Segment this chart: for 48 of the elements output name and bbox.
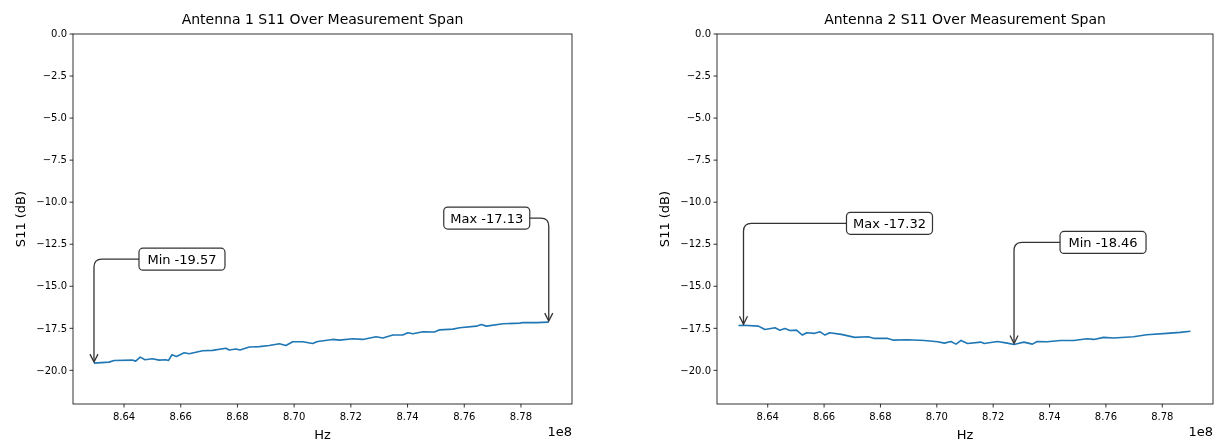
y-tick-label: −5.0	[686, 112, 711, 124]
y-tick-label: −17.5	[680, 322, 711, 334]
x-tick-label: 8.70	[283, 411, 306, 422]
annotation: Max -17.13	[450, 210, 524, 226]
line-series	[737, 324, 1192, 346]
text: 1e8	[1188, 424, 1213, 439]
x-tick-label: 8.64	[756, 411, 779, 422]
chart-title: Antenna 2 S11 Over Measurement Span	[824, 11, 1106, 27]
x-axis-title: Hz	[956, 427, 974, 442]
y-tick-label: 0.0	[51, 28, 67, 40]
annotation: Max -17.32	[853, 215, 926, 231]
x-tick-label: 8.76	[453, 411, 476, 422]
y-tick-label: −10.0	[680, 196, 711, 208]
x-tick-label: 8.68	[226, 411, 249, 422]
y-tick-label: −12.5	[36, 238, 67, 250]
line-series	[93, 321, 550, 364]
x-tick-label: 8.72	[339, 411, 362, 422]
x-tick-label: 8.74	[396, 411, 419, 422]
y-tick-label: −12.5	[680, 238, 711, 250]
y-tick-label: −17.5	[36, 322, 67, 334]
y-tick-label: −2.5	[42, 70, 67, 82]
y-tick-label: −7.5	[42, 154, 67, 166]
x-tick-label: 8.70	[925, 411, 948, 422]
text: 1e8	[547, 424, 572, 439]
y-tick-label: −20.0	[680, 364, 711, 376]
x-tick-label: 8.78	[509, 411, 533, 422]
annotation: Min -19.57	[147, 251, 217, 267]
y-tick-label: −15.0	[36, 280, 67, 292]
y-tick-label: −5.0	[42, 112, 67, 124]
y-tick-label: −2.5	[686, 70, 711, 82]
annotation: Min -18.46	[1068, 235, 1138, 251]
y-tick-label: 0.0	[695, 28, 711, 40]
y-tick-label: −7.5	[686, 154, 711, 166]
chart-title: Antenna 1 S11 Over Measurement Span	[181, 11, 464, 27]
x-tick-label: 8.76	[1094, 411, 1118, 422]
x-tick-label: 8.66	[169, 411, 192, 422]
x-tick-label: 8.78	[1151, 411, 1174, 422]
y-tick-label: −20.0	[36, 364, 67, 376]
x-tick-label: 8.66	[812, 411, 836, 422]
x-tick-label: 8.68	[869, 411, 892, 422]
y-axis-title: S11 (dB)	[657, 190, 672, 248]
x-tick-label: 8.64	[112, 411, 136, 422]
y-tick-label: −15.0	[680, 280, 711, 292]
x-axis-title: Hz	[314, 427, 331, 442]
x-tick-label: 8.74	[1038, 411, 1061, 422]
y-axis-title: S11 (dB)	[13, 190, 28, 248]
x-tick-label: 8.72	[982, 411, 1005, 422]
y-tick-label: −10.0	[36, 196, 67, 208]
